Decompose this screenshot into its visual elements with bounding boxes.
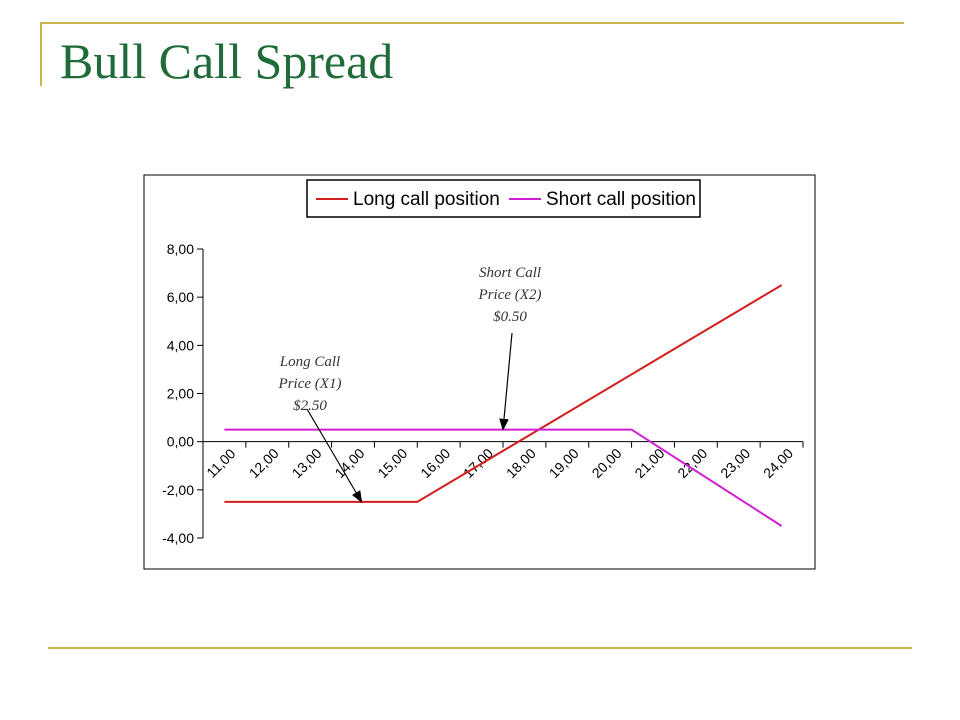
y-tick-label: 0,00: [167, 434, 194, 450]
chart-annotations: Long Call Price (X1) $2.50 Short Call Price …: [278, 265, 542, 503]
annotation-short-call-arrow: [499, 332, 513, 431]
slide-title: Bull Call Spread: [60, 33, 394, 89]
legend-box: [306, 179, 701, 218]
y-tick-label: 6,00: [167, 289, 194, 305]
legend-label-short-call: Short call position: [546, 189, 696, 210]
series-line-short-call: [224, 428, 783, 527]
annotation-long-call-arrow: [306, 408, 363, 503]
annotation-long-call-line: $2.50: [293, 398, 327, 414]
y-tick-label: -2,00: [162, 482, 194, 498]
annotation-short-call-line: Price (X2): [478, 287, 542, 303]
annotation-short-call-line: $0.50: [493, 309, 527, 325]
decorative-top-rule: [40, 22, 904, 24]
y-tick-label: 8,00: [167, 241, 194, 257]
legend-label-long-call: Long call position: [353, 189, 500, 210]
chart-legend: Long call position Short call position: [306, 179, 701, 218]
decorative-vertical-rule: [40, 22, 42, 86]
decorative-bottom-rule: [48, 647, 912, 649]
y-tick-label: 2,00: [167, 386, 194, 402]
annotation-long-call-line: Long Call: [279, 354, 340, 370]
y-tick-label: -4,00: [162, 530, 194, 546]
annotation-short-call-line: Short Call: [479, 265, 541, 281]
y-tick-label: 4,00: [167, 337, 194, 353]
annotation-long-call-line: Price (X1): [278, 376, 342, 392]
chart-frame: [143, 174, 816, 570]
